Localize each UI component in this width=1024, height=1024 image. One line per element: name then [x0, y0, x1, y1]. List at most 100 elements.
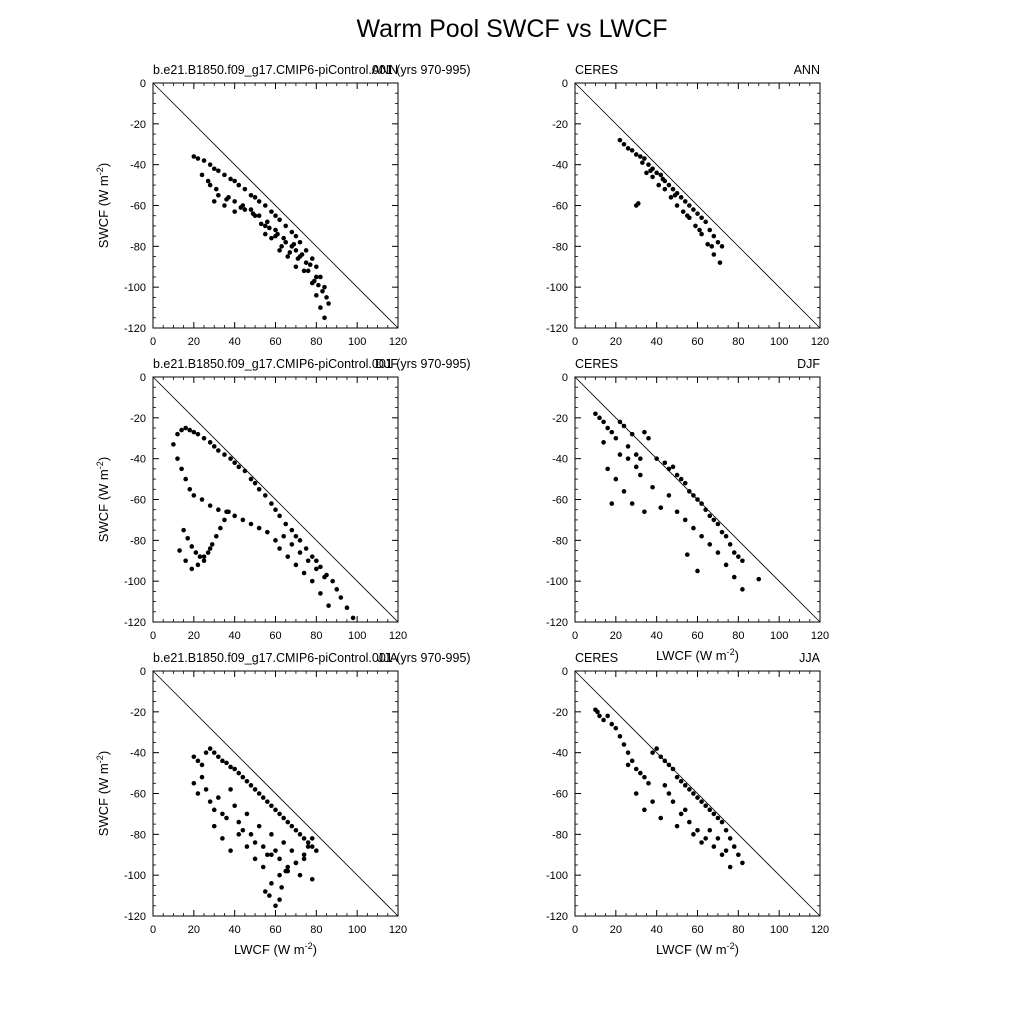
data-point — [723, 533, 729, 539]
data-point — [285, 819, 291, 825]
data-point — [666, 466, 672, 472]
data-point — [305, 268, 311, 274]
data-point — [309, 554, 315, 559]
data-point — [687, 819, 692, 825]
data-point — [256, 213, 262, 219]
data-point — [218, 525, 223, 531]
panel-left-label: b.e21.B1850.f09_g17.CMIP6-piControl.001 … — [153, 651, 471, 665]
data-point — [719, 244, 725, 249]
data-point — [621, 742, 627, 747]
data-point — [195, 791, 201, 796]
data-point — [715, 521, 721, 527]
x-tick-label: 20 — [188, 630, 200, 642]
data-point — [617, 137, 623, 143]
y-tick-label: -20 — [552, 707, 568, 719]
data-point — [244, 811, 250, 817]
data-point — [295, 256, 301, 261]
y-tick-label: -120 — [546, 911, 568, 923]
data-point — [695, 211, 700, 216]
data-point — [709, 244, 715, 249]
data-point — [629, 148, 635, 153]
data-point — [314, 848, 319, 853]
y-tick-label: -100 — [124, 282, 146, 294]
data-point — [205, 178, 211, 184]
panel-left-label: b.e21.B1850.f09_g17.CMIP6-piControl.001 … — [153, 357, 471, 371]
data-point — [711, 844, 717, 849]
data-point — [236, 182, 242, 188]
data-point — [326, 301, 331, 306]
data-point — [707, 513, 713, 519]
data-point — [211, 199, 217, 204]
data-point — [597, 713, 602, 719]
data-point — [211, 823, 217, 829]
y-tick-label: 0 — [140, 666, 146, 678]
data-point — [617, 452, 623, 457]
data-point — [309, 578, 315, 584]
data-point — [203, 750, 209, 755]
data-point — [244, 844, 250, 849]
data-point — [617, 419, 623, 425]
data-point — [252, 195, 258, 200]
panel-model-ann: 0 20 40 60 80 100 120 0 -20 -40 -60 -80 -100 -120 b.e2… — [95, 63, 471, 348]
data-point — [252, 787, 258, 792]
y-tick-label: 0 — [562, 372, 568, 384]
x-tick-label: 80 — [732, 336, 744, 348]
data-point — [731, 844, 737, 849]
y-tick-label: -60 — [130, 495, 146, 507]
reference-line — [574, 670, 821, 917]
data-point — [736, 554, 741, 559]
data-point — [216, 754, 221, 760]
data-point — [209, 542, 215, 547]
data-point — [707, 827, 713, 833]
data-point — [674, 509, 680, 515]
data-point — [672, 192, 678, 198]
data-point — [635, 201, 641, 206]
data-point — [703, 219, 708, 225]
data-point — [199, 774, 205, 780]
x-tick-label: 100 — [348, 630, 366, 642]
x-tick-label: 120 — [811, 924, 829, 936]
data-point — [279, 244, 284, 249]
data-point — [344, 605, 350, 611]
data-point — [658, 172, 664, 178]
data-point — [299, 252, 305, 257]
data-point — [293, 827, 299, 833]
panel-model-jja: 0 20 40 60 80 100 120 0 -20 -40 -60 -80 -100 -120 b.e2… — [95, 651, 471, 957]
y-tick-label: 0 — [562, 78, 568, 90]
data-point — [621, 423, 627, 429]
data-point — [207, 162, 213, 167]
data-point — [638, 456, 643, 461]
data-point — [195, 562, 201, 568]
data-point — [283, 521, 289, 527]
x-tick-label: 120 — [389, 336, 407, 348]
data-point — [609, 721, 615, 727]
data-point — [273, 227, 278, 233]
data-point — [324, 295, 329, 300]
data-point — [197, 554, 203, 559]
data-point — [236, 464, 242, 470]
data-point — [609, 429, 615, 435]
data-point — [277, 872, 282, 878]
data-point — [727, 836, 733, 841]
data-point — [633, 464, 639, 470]
data-point — [666, 493, 672, 498]
data-point — [311, 278, 317, 284]
data-point — [262, 493, 268, 498]
y-tick-label: -120 — [546, 323, 568, 335]
data-point — [289, 527, 295, 533]
data-point — [699, 799, 704, 804]
x-tick-label: 60 — [691, 630, 703, 642]
y-tick-label: -60 — [552, 201, 568, 213]
data-point — [277, 248, 282, 253]
data-point — [289, 848, 295, 853]
y-tick-label: -120 — [124, 323, 146, 335]
data-point — [191, 154, 197, 159]
data-point — [658, 754, 664, 760]
data-point — [203, 787, 209, 792]
data-point — [262, 203, 268, 208]
data-point — [601, 440, 606, 445]
data-point — [228, 764, 233, 770]
x-tick-label: 0 — [150, 336, 156, 348]
data-point — [642, 429, 647, 435]
data-point — [222, 517, 227, 523]
